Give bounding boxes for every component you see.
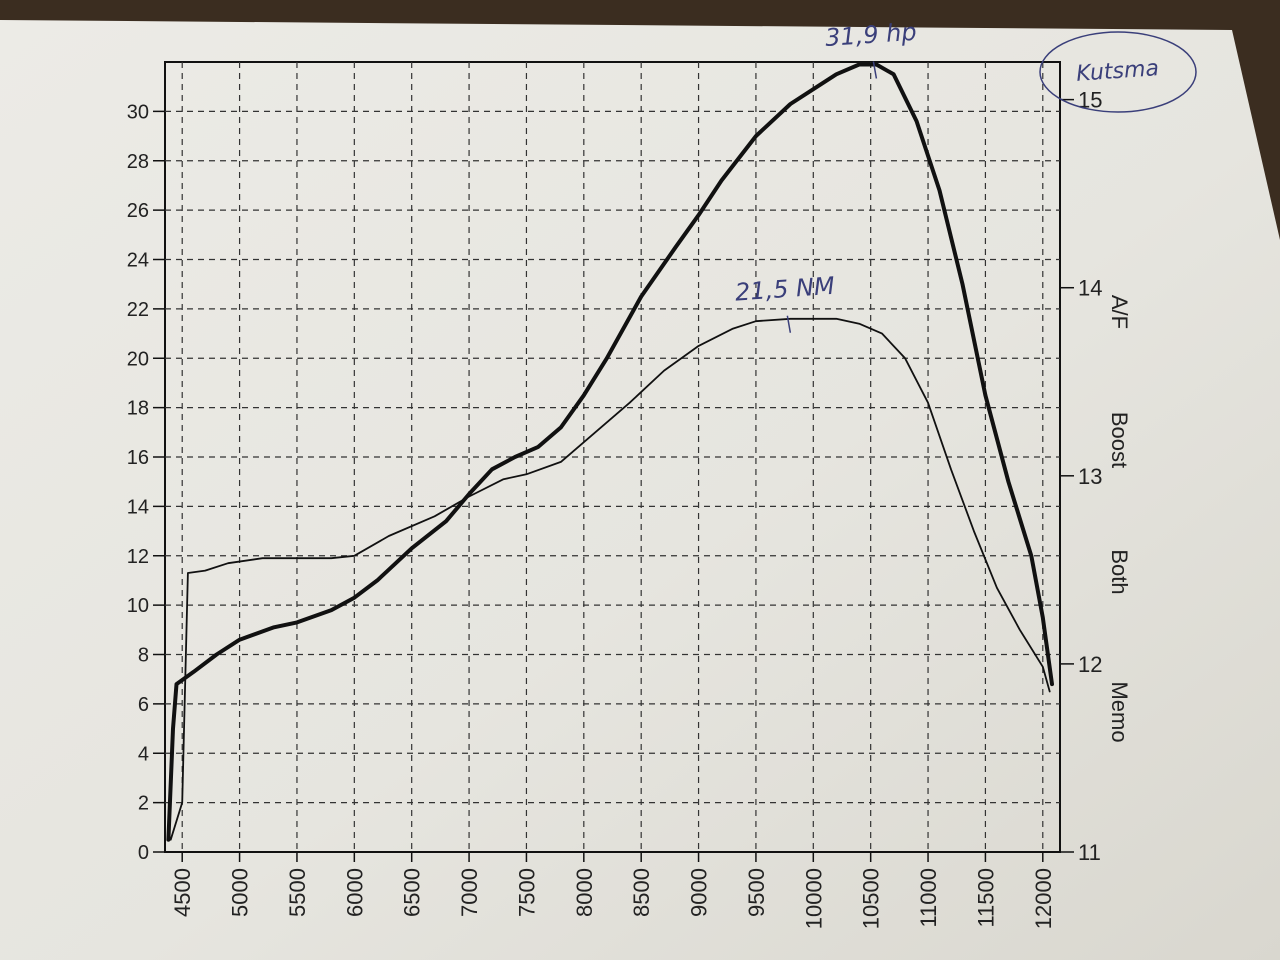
annotation-tick xyxy=(786,315,792,333)
side-labels: A/F Boost Both Memo xyxy=(1107,295,1132,743)
x-tick-label: 5500 xyxy=(285,868,310,917)
torque-curve xyxy=(169,317,1051,841)
x-tick-label: 9500 xyxy=(744,868,769,917)
right-tick-label: 12 xyxy=(1078,652,1102,677)
annotation-text: 31,9 hp xyxy=(824,18,917,52)
stamp-text: Kutsma xyxy=(1075,56,1159,87)
stamp-oval xyxy=(1039,31,1197,113)
x-tick-label: 10500 xyxy=(859,868,884,929)
left-tick-label: 14 xyxy=(127,496,149,518)
curves xyxy=(166,62,1054,842)
x-tick-label: 4500 xyxy=(170,868,195,917)
right-tick-label: 14 xyxy=(1078,276,1102,301)
x-tick-label: 7500 xyxy=(514,868,539,917)
left-tick-label: 26 xyxy=(127,200,149,222)
left-tick-label: 28 xyxy=(127,151,149,173)
left-tick-label: 2 xyxy=(138,793,149,815)
x-tick-label: 9000 xyxy=(687,868,712,917)
left-tick-label: 16 xyxy=(127,447,149,469)
side-label: A/F xyxy=(1107,295,1132,329)
handwritten-annotations: 31,9 hp 21,5 NM xyxy=(734,18,917,333)
left-tick-label: 22 xyxy=(127,299,149,321)
annotation-tick xyxy=(872,61,878,79)
left-tick-label: 30 xyxy=(127,101,149,123)
x-tick-label: 6500 xyxy=(400,868,425,917)
left-tick-label: 0 xyxy=(138,842,149,864)
right-tick-label: 15 xyxy=(1078,88,1102,113)
left-tick-label: 20 xyxy=(127,348,149,370)
left-tick-label: 12 xyxy=(127,546,149,568)
side-label: Memo xyxy=(1107,681,1132,742)
paper-sheet xyxy=(0,20,1280,960)
side-label: Boost xyxy=(1107,412,1132,468)
left-tick-label: 10 xyxy=(127,595,149,617)
left-tick-label: 18 xyxy=(127,398,149,420)
x-tick-label: 6000 xyxy=(342,868,367,917)
x-tick-label: 5000 xyxy=(228,868,253,917)
power-curve xyxy=(166,62,1054,842)
left-tick-label: 4 xyxy=(138,743,149,765)
x-tick-label: 7000 xyxy=(457,868,482,917)
x-tick-label: 12000 xyxy=(1031,868,1056,929)
x-tick-label: 8500 xyxy=(629,868,654,917)
left-tick-label: 6 xyxy=(138,694,149,716)
right-tick-label: 13 xyxy=(1078,464,1102,489)
annotation-text: 21,5 NM xyxy=(734,272,836,307)
right-tick-label: 11 xyxy=(1078,840,1101,865)
side-label: Both xyxy=(1107,549,1132,594)
x-tick-label: 11500 xyxy=(973,868,998,928)
right-axis: 11 12 13 14 15 xyxy=(1060,88,1102,865)
left-tick-label: 24 xyxy=(127,250,149,272)
left-tick-label: 8 xyxy=(138,645,149,667)
x-tick-label: 11000 xyxy=(916,868,941,928)
x-tick-label: 10000 xyxy=(801,868,826,929)
x-axis: 4500 5000 5500 6000 6500 7000 7500 8000 8500 9000… xyxy=(170,852,1056,929)
x-tick-label: 8000 xyxy=(572,868,597,917)
